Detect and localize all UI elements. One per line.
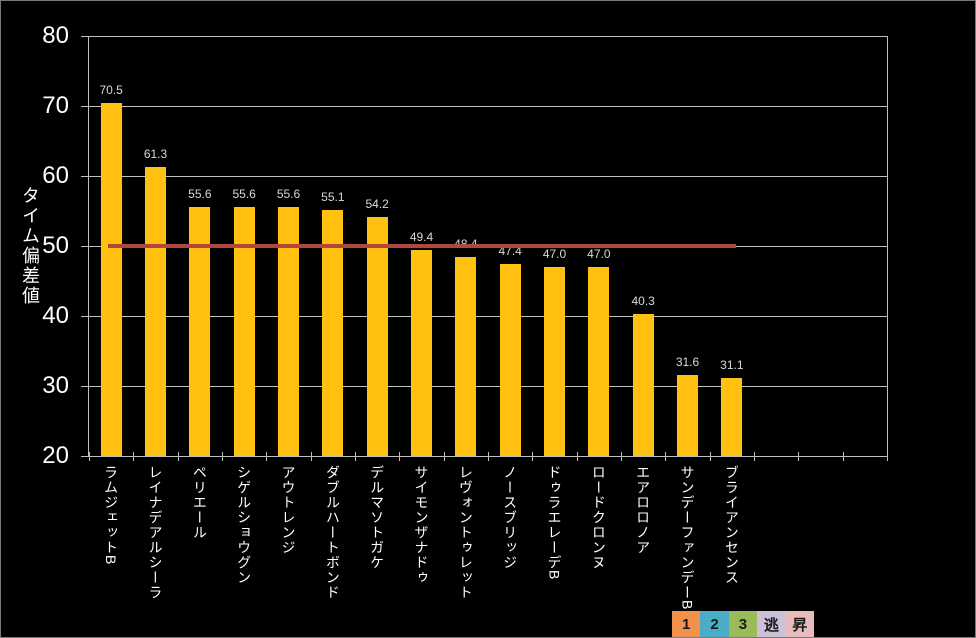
x-axis-tick — [754, 452, 755, 461]
x-axis-tick — [532, 452, 534, 461]
legend-item-2: 2 — [700, 611, 729, 637]
y-axis-tick — [81, 455, 89, 457]
bar-6 — [322, 210, 344, 456]
bar-value-label: 55.6 — [232, 186, 256, 201]
bar-9 — [455, 257, 477, 456]
x-axis-tick — [177, 452, 179, 461]
bar-value-label: 47.0 — [542, 247, 567, 261]
bar-value-label: 47.0 — [587, 247, 611, 261]
y-tick-label: 60 — [42, 162, 69, 189]
y-axis-tick — [81, 175, 89, 177]
category-label: ダブルハートボンド — [324, 465, 341, 600]
x-axis-tick — [89, 452, 90, 461]
bar-2 — [145, 166, 166, 456]
x-axis-tick — [488, 452, 489, 461]
bar-7 — [366, 216, 388, 456]
category-label: ノースブリッジ — [502, 465, 519, 570]
legend-item-1: 1 — [672, 611, 701, 637]
bar-3 — [189, 206, 211, 456]
category-label: サイモンザナドゥ — [413, 465, 430, 585]
bar-13 — [632, 313, 654, 456]
category-label: ドゥラエレーデB — [546, 465, 563, 581]
y-tick-label: 20 — [42, 442, 69, 469]
gridline — [89, 175, 887, 177]
x-axis-tick — [798, 452, 800, 461]
gridline — [89, 385, 887, 387]
legend-item-昇: 昇 — [785, 611, 814, 637]
x-axis-tick — [665, 452, 667, 461]
bar-4 — [233, 206, 255, 456]
category-label: エアロロノア — [635, 465, 652, 555]
x-axis-tick — [576, 452, 578, 461]
plot-right-border — [887, 36, 888, 456]
bar-11 — [544, 267, 565, 456]
bar-value-label: 31.6 — [675, 354, 700, 369]
bar-value-label: 40.3 — [631, 293, 655, 308]
x-axis-tick — [709, 452, 711, 461]
bar-10 — [499, 264, 521, 456]
y-axis-line — [88, 36, 89, 456]
bar-value-label: 54.2 — [365, 196, 389, 211]
category-label: アウトレンジ — [280, 465, 297, 555]
x-axis-tick — [133, 452, 135, 461]
bar-15 — [721, 378, 743, 456]
bar-8 — [411, 250, 432, 456]
bar-value-label: 49.4 — [409, 230, 434, 245]
category-label: ラムジェットB — [103, 465, 120, 566]
y-axis-tick — [81, 315, 89, 317]
reference-line — [108, 244, 736, 248]
bar-value-label: 70.5 — [99, 82, 123, 97]
gridline — [89, 35, 887, 37]
y-tick-label: 80 — [42, 22, 69, 49]
x-axis-tick — [266, 452, 268, 461]
bar-14 — [677, 374, 698, 456]
bar-value-label: 31.1 — [720, 358, 744, 373]
bar-5 — [278, 206, 299, 456]
x-axis-tick — [310, 452, 312, 461]
category-label: ペリエール — [191, 465, 208, 540]
bar-value-label: 61.3 — [143, 146, 168, 161]
y-tick-label: 50 — [42, 232, 69, 259]
y-axis-tick — [81, 245, 89, 247]
bar-value-label: 55.6 — [276, 186, 301, 201]
y-axis-tick — [81, 35, 89, 37]
x-axis-tick — [621, 452, 622, 461]
bar-12 — [588, 267, 610, 456]
y-axis-tick — [81, 385, 89, 387]
category-label: ブライアンセンス — [723, 465, 740, 585]
x-axis-tick — [399, 452, 401, 461]
x-axis-tick — [887, 452, 888, 461]
y-tick-label: 30 — [42, 372, 69, 399]
y-axis-tick — [81, 105, 89, 107]
bar-1 — [100, 102, 122, 456]
x-axis-tick — [222, 452, 223, 461]
category-label: レイナデアルシーラ — [147, 465, 164, 600]
bar-value-label: 55.1 — [321, 190, 345, 205]
category-label: サンデーファンデーB — [679, 465, 696, 611]
y-tick-label: 40 — [42, 302, 69, 329]
y-axis-title: タイム偏差値 — [20, 186, 40, 306]
category-label: ロードクロンヌ — [590, 465, 607, 570]
bar-value-label: 55.6 — [188, 186, 212, 201]
y-tick-label: 70 — [42, 92, 69, 119]
legend-item-3: 3 — [728, 611, 758, 637]
category-label: デルマソトガケ — [369, 465, 386, 570]
category-label: レヴォントゥレット — [457, 465, 474, 600]
x-axis-tick — [443, 452, 445, 461]
legend-item-逃: 逃 — [757, 611, 786, 637]
x-axis-tick — [355, 452, 356, 461]
gridline — [89, 105, 887, 107]
category-label: シゲルショウグン — [236, 465, 253, 585]
gridline — [89, 315, 887, 317]
x-axis-tick — [842, 452, 844, 461]
